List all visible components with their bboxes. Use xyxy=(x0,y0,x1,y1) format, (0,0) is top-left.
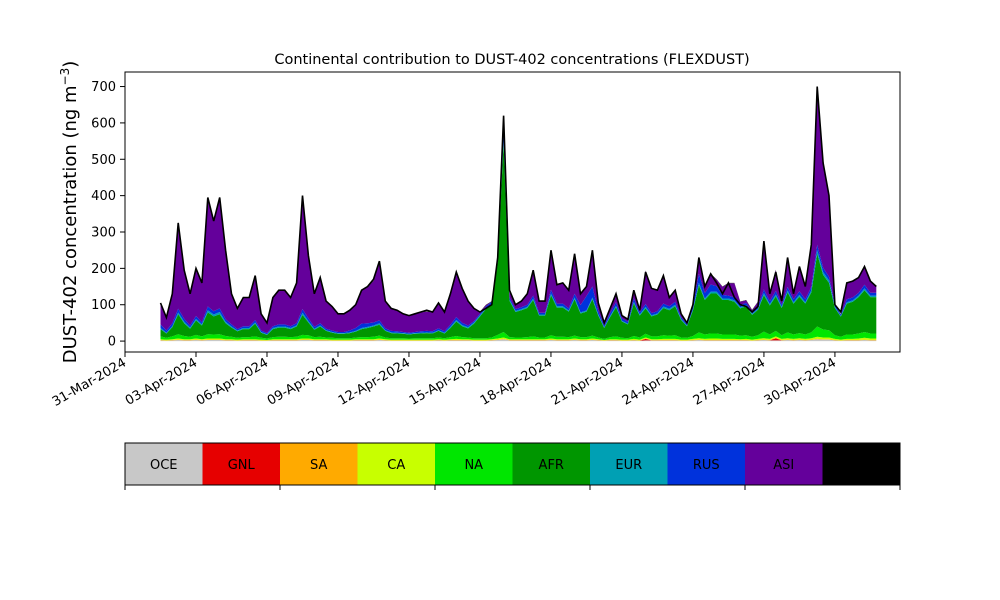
colorbar-swatch-na xyxy=(435,443,513,485)
colorbar-label: CA xyxy=(387,458,405,473)
plot-area xyxy=(124,71,901,353)
y-tick-label: 600 xyxy=(91,116,116,131)
colorbar-swatch-eur xyxy=(590,443,668,485)
colorbar-label: GNL xyxy=(228,458,256,473)
y-tick-label: 300 xyxy=(91,226,116,241)
x-axis: 31-Mar-202403-Apr-202406-Apr-202409-Apr-… xyxy=(50,352,839,410)
colorbar-label: RUS xyxy=(693,458,720,473)
colorbar-label: AFR xyxy=(539,458,564,473)
plot-frame xyxy=(124,71,901,353)
region-colorbar-legend: OCE GNL SA CA NA AFR EUR RUS ASI AUS xyxy=(124,442,901,490)
y-axis-label-close: ) xyxy=(60,61,81,68)
area-ca xyxy=(160,336,877,341)
total-line xyxy=(159,86,877,326)
y-tick-label: 400 xyxy=(91,189,116,204)
colorbar-swatch-afr xyxy=(512,443,591,485)
area-oce xyxy=(160,339,877,342)
colorbar-label: SA xyxy=(310,458,327,473)
colorbar-swatch-sa xyxy=(280,443,358,485)
area-afr xyxy=(160,142,877,339)
colorbar-swatch-aus xyxy=(822,443,901,485)
y-axis-label: DUST-402 concentration (ng m−3) xyxy=(58,61,81,364)
colorbar-swatch-gnl xyxy=(202,443,281,485)
x-tick-label: 30-Apr-2024 xyxy=(762,355,839,408)
colorbar-label: NA xyxy=(464,458,483,473)
colorbar-frame xyxy=(124,442,901,486)
x-tick-label: 27-Apr-2024 xyxy=(691,355,768,408)
y-tick-label: 100 xyxy=(91,298,116,313)
y-axis-label-main: DUST-402 concentration (ng m xyxy=(60,85,81,363)
colorbar-label: ASI xyxy=(773,458,794,473)
chart-title: Continental contribution to DUST-402 con… xyxy=(274,52,749,68)
x-tick-label: 21-Apr-2024 xyxy=(549,355,626,408)
area-na xyxy=(160,326,877,340)
area-sa xyxy=(160,337,877,341)
y-axis: 0 100 200 300 400 500 600 700 xyxy=(91,80,125,350)
colorbar-swatch-ca xyxy=(357,443,436,485)
x-tick-label: 18-Apr-2024 xyxy=(478,355,555,408)
colorbar-label: OCE xyxy=(150,458,178,473)
y-tick-label: 0 xyxy=(108,335,116,350)
x-tick-label: 15-Apr-2024 xyxy=(407,355,484,408)
x-tick-label: 12-Apr-2024 xyxy=(336,355,413,408)
x-tick-label: 09-Apr-2024 xyxy=(265,355,342,408)
x-tick-label: 03-Apr-2024 xyxy=(123,355,200,408)
x-tick-label: 06-Apr-2024 xyxy=(194,355,271,408)
y-tick-label: 200 xyxy=(91,262,116,277)
y-axis-label-exponent: −3 xyxy=(58,68,72,86)
colorbar-swatch-oce xyxy=(125,443,203,485)
area-rus xyxy=(160,128,877,335)
y-tick-label: 700 xyxy=(91,80,116,95)
x-tick-label: 24-Apr-2024 xyxy=(620,355,697,408)
colorbar-swatch-asi xyxy=(745,443,823,485)
colorbar-swatch-rus xyxy=(667,443,746,485)
y-tick-label: 500 xyxy=(91,153,116,168)
colorbar-label: AUS xyxy=(848,458,875,473)
colorbar-label: EUR xyxy=(615,458,642,473)
